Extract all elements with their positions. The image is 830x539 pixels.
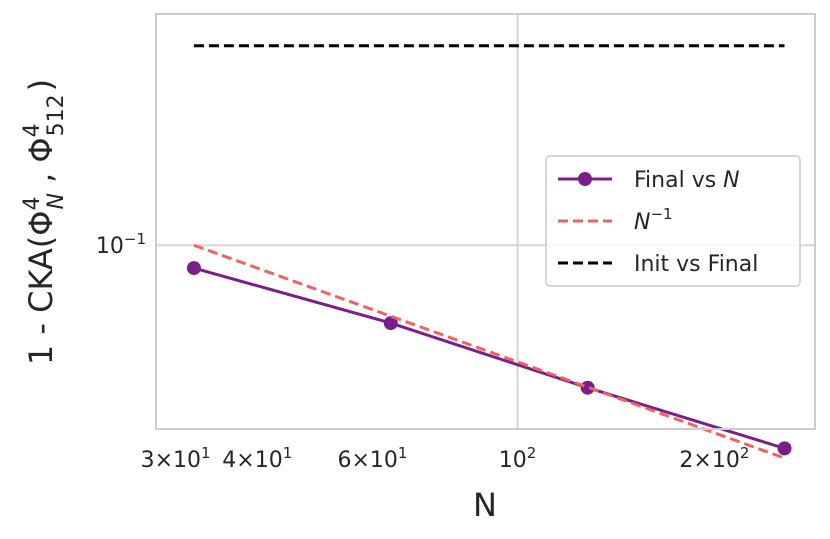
x-tick-label: 2×102 — [679, 444, 749, 473]
y-axis-label: 1 - CKA(Φ4N , Φ4512) — [20, 79, 69, 365]
x-tick-label: 4×101 — [222, 444, 292, 473]
data-point — [186, 261, 201, 276]
series-line-1 — [193, 266, 785, 450]
x-tick-label: 102 — [499, 444, 537, 473]
data-point — [580, 380, 595, 395]
legend-label-3: Init vs Final — [634, 252, 758, 277]
legend-label-2: N−1 — [634, 205, 673, 235]
legend-box — [545, 155, 801, 287]
data-point — [383, 316, 398, 331]
y-tick-labels: 10−1 — [96, 230, 146, 259]
x-tick-labels: 3×101 4×101 6×101 102 2×102 — [141, 444, 750, 473]
plot-frame — [155, 13, 816, 430]
y-tick-label: 10−1 — [96, 230, 146, 259]
data-point — [777, 441, 792, 456]
x-tick-label: 3×101 — [141, 444, 211, 473]
legend: Final vs N N−1 Init vs Final — [545, 155, 801, 287]
series-layer — [186, 44, 792, 460]
legend-label-1: Final vs N — [634, 168, 740, 193]
legend-marker — [578, 172, 592, 186]
x-tick-label: 6×101 — [337, 444, 407, 473]
x-axis-label: N — [473, 486, 497, 524]
